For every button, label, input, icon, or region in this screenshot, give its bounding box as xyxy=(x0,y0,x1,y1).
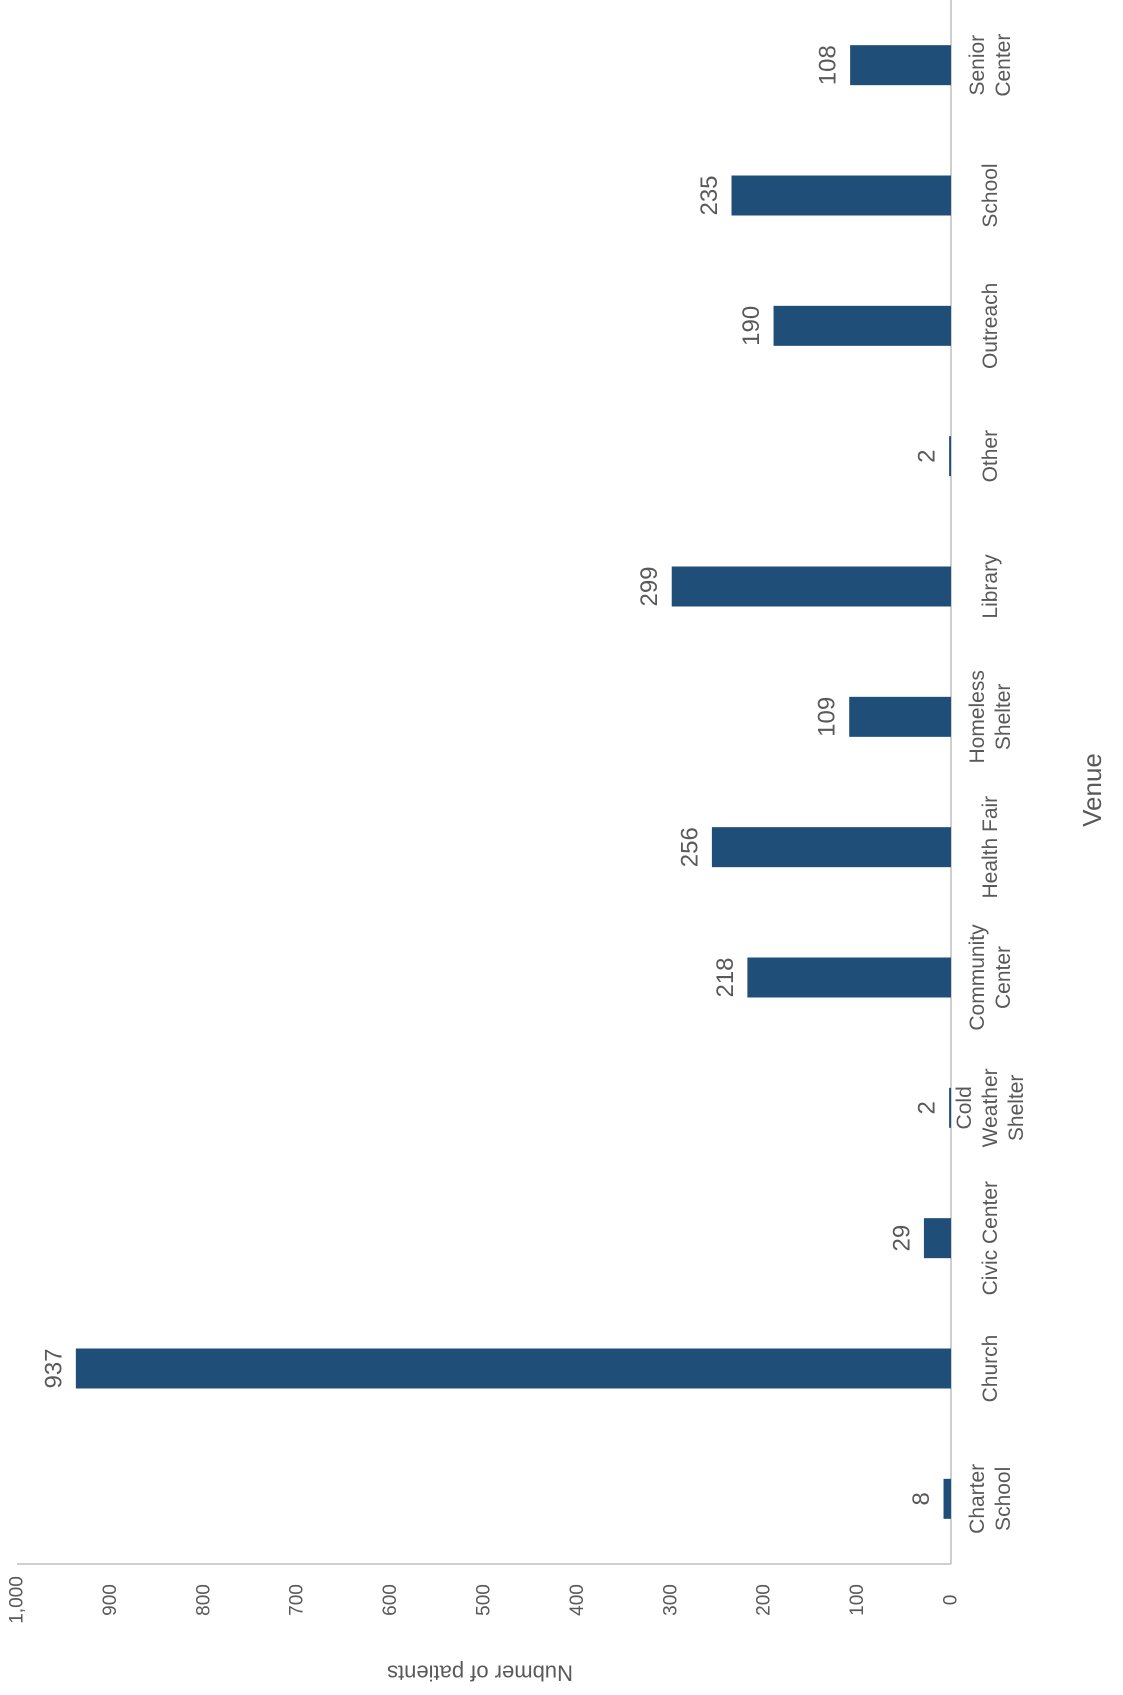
category-tick-label: Senior Center xyxy=(966,34,1015,97)
data-label: 218 xyxy=(712,957,739,997)
value-tick-label: 900 xyxy=(100,1584,121,1616)
bar xyxy=(711,827,951,868)
category-tick-label: Health Fair xyxy=(979,796,1002,899)
bar xyxy=(731,175,951,216)
data-label: 256 xyxy=(676,827,703,867)
value-tick-label: 300 xyxy=(660,1584,681,1616)
y-axis-title: Nubmer of patients xyxy=(387,1661,573,1686)
value-tick-label: 0 xyxy=(941,1595,962,1606)
data-label: 937 xyxy=(40,1348,67,1388)
bar xyxy=(747,957,951,998)
value-tick-label: 500 xyxy=(474,1584,495,1616)
data-label: 235 xyxy=(696,175,723,215)
category-tick-label: Homeless Shelter xyxy=(966,670,1015,763)
category-tick-label: Community Center xyxy=(966,924,1015,1031)
bar xyxy=(949,1087,951,1128)
bar xyxy=(850,45,951,86)
category-tick-label: Church xyxy=(979,1335,1002,1403)
data-label: 190 xyxy=(738,306,765,346)
value-tick-labels: 0 100 200 300 400 500 600 700 800 900 1,000 xyxy=(7,1576,962,1624)
bar xyxy=(943,1478,951,1519)
category-tick-label: Other xyxy=(979,430,1002,483)
value-tick-label: 800 xyxy=(193,1584,214,1616)
data-label: 109 xyxy=(814,697,841,737)
data-labels: 8 937 29 2 218 256 109 299 2 190 235 108 xyxy=(40,45,940,1505)
x-axis-title: Venue xyxy=(1077,753,1107,827)
value-tick-label: 1,000 xyxy=(7,1576,28,1624)
value-tick-label: 200 xyxy=(754,1584,775,1616)
bar xyxy=(949,436,951,477)
plot-area: 8 937 29 2 218 256 109 299 2 190 235 108 Charter Sch… xyxy=(7,0,1028,1624)
category-tick-label: Outreach xyxy=(979,283,1002,369)
bar xyxy=(849,696,951,737)
bar xyxy=(75,1348,952,1389)
category-tick-label: Cold Weather Shelter xyxy=(953,1068,1028,1147)
bar xyxy=(671,566,951,607)
value-tick-label: 100 xyxy=(847,1584,868,1616)
category-tick-labels: Charter School Church Civic Center Cold Weath… xyxy=(953,34,1028,1534)
data-label: 8 xyxy=(908,1492,935,1505)
category-tick-label: School xyxy=(979,163,1002,227)
category-tick-label: Charter School xyxy=(966,1464,1015,1534)
value-tick-label: 700 xyxy=(287,1584,308,1616)
data-label: 299 xyxy=(636,566,663,606)
data-label: 2 xyxy=(914,449,941,462)
value-tick-label: 400 xyxy=(567,1584,588,1616)
data-label: 29 xyxy=(888,1225,915,1252)
data-label: 108 xyxy=(815,45,842,85)
bar xyxy=(773,305,951,346)
bar-series xyxy=(75,45,952,1519)
value-tick-label: 600 xyxy=(380,1584,401,1616)
category-tick-label: Library xyxy=(979,554,1002,619)
bar xyxy=(923,1218,951,1259)
category-tick-label: Civic Center xyxy=(979,1181,1002,1295)
data-label: 2 xyxy=(914,1101,941,1114)
